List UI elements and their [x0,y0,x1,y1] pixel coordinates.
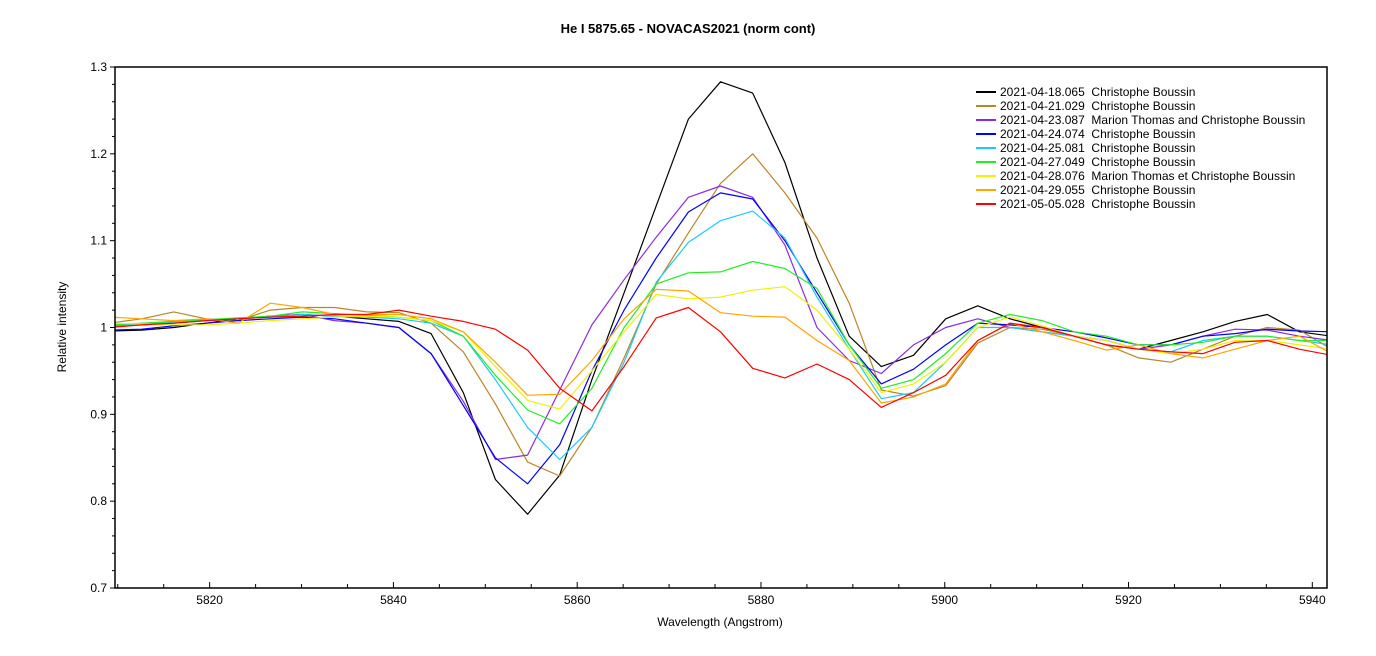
chart-title: He I 5875.65 - NOVACAS2021 (norm cont) [561,21,816,36]
legend-entry-7: 2021-04-28.076 Marion Thomas et Christop… [1000,169,1295,183]
legend: 2021-04-18.065 Christophe Boussin2021-04… [976,85,1305,211]
series-line-5 [115,210,1327,461]
legend-entry-8: 2021-04-29.055 Christophe Boussin [1000,183,1195,197]
legend-entry-6: 2021-04-27.049 Christophe Boussin [1000,155,1195,169]
x-axis-title: Wavelength (Angstrom) [657,615,783,629]
legend-entry-3: 2021-04-23.087 Marion Thomas and Christo… [1000,113,1305,127]
legend-entry-2: 2021-04-21.029 Christophe Boussin [1000,99,1195,113]
series-line-9 [115,306,1327,412]
x-tick-label: 5880 [748,593,775,607]
y-tick-label: 1.1 [90,234,107,248]
legend-entry-9: 2021-05-05.028 Christophe Boussin [1000,197,1195,211]
y-axis-title: Relative intensity [55,282,69,373]
axis-ticks: 5820 5840 5860 5880 5900 5920 5940 0.7 0.8 0.9 1 1.… [90,60,1326,607]
y-tick-label: 1.2 [90,147,107,161]
legend-entry-1: 2021-04-18.065 Christophe Boussin [1000,85,1195,99]
series-line-8 [115,288,1327,404]
series-line-3 [115,185,1327,461]
x-tick-label: 5840 [380,593,407,607]
y-tick-label: 0.7 [90,581,107,595]
y-tick-label: 1.3 [90,60,107,74]
plot-frame [114,66,1328,589]
x-tick-label: 5900 [931,593,958,607]
x-tick-label: 5860 [564,593,591,607]
x-tick-label: 5820 [196,593,223,607]
y-tick-label: 0.9 [90,407,107,421]
x-tick-label: 5920 [1115,593,1142,607]
series-lines [115,81,1327,515]
series-line-6 [115,260,1327,425]
series-line-4 [115,192,1327,485]
y-tick-label: 0.8 [90,494,107,508]
legend-entry-5: 2021-04-25.081 Christophe Boussin [1000,141,1195,155]
series-line-2 [115,153,1327,477]
legend-entry-4: 2021-04-24.074 Christophe Boussin [1000,127,1195,141]
x-tick-label: 5940 [1299,593,1326,607]
y-tick-label: 1 [100,321,107,335]
